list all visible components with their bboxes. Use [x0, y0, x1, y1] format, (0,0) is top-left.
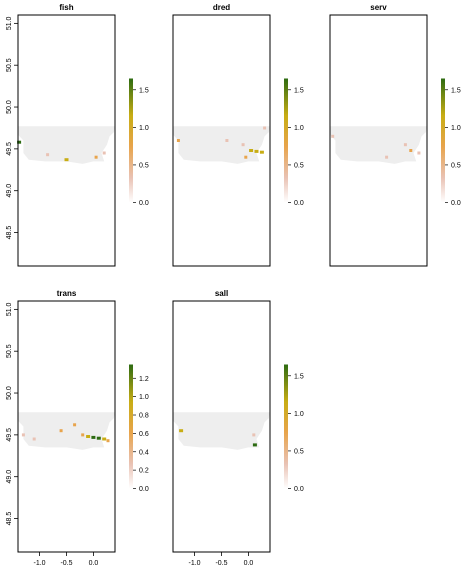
legend-tick-label: 1.5 [139, 87, 149, 94]
legend-tick-label: 0.0 [451, 200, 461, 207]
raster-hotspot [81, 433, 85, 437]
raster-hotspot [73, 423, 77, 427]
x-tick-label: -0.5 [215, 560, 227, 567]
raster-hotspot [102, 151, 106, 155]
raster-hotspot [96, 436, 101, 440]
legend-colorbar [129, 78, 133, 203]
legend-tick-label: 0.5 [294, 162, 304, 169]
raster-hotspot [409, 149, 413, 152]
panel-trans: trans 48.5 49.0 49.5 50.0 50.5 51.0 -1.0 -0.5 0.0… [6, 289, 149, 567]
y-tick-label: 48.5 [6, 226, 13, 240]
panel-title: fish [59, 3, 73, 12]
y-tick-label: 49.5 [6, 142, 13, 156]
legend-tick-label: 0.4 [139, 449, 149, 456]
legend-tick-label: 1.5 [294, 87, 304, 94]
legend-tick-label: 0.8 [139, 413, 149, 420]
legend-tick-label: 0.5 [451, 162, 461, 169]
raster-hotspot [86, 435, 91, 438]
legend-colorbar [129, 364, 133, 489]
y-tick-label: 50.0 [6, 100, 13, 114]
y-tick-label: 50.0 [6, 386, 13, 400]
y-tick-label: 50.5 [6, 344, 13, 358]
raster-region [173, 412, 270, 450]
raster-hotspot [59, 429, 63, 433]
legend-tick-label: 0.2 [139, 468, 149, 475]
raster-hotspot [21, 433, 25, 437]
legend-tick-label: 0.0 [294, 486, 304, 493]
y-tick-label: 50.5 [6, 58, 13, 72]
raster-region [18, 412, 115, 450]
raster-hotspot [244, 155, 248, 159]
y-tick-label: 51.0 [6, 302, 13, 316]
raster-hotspot [176, 139, 180, 142]
x-tick-label: -0.5 [60, 560, 72, 567]
legend-tick-label: 0.0 [294, 200, 304, 207]
x-tick-label: 0.0 [89, 560, 99, 567]
y-tick-label: 51.0 [6, 16, 13, 30]
raster-hotspot [64, 158, 69, 162]
panel-frame [329, 14, 428, 267]
raster-hotspot [106, 439, 110, 443]
x-tick-label: -1.0 [189, 560, 201, 567]
panel-title: serv [370, 3, 387, 12]
raster-hotspot [102, 437, 107, 441]
y-tick-label: 49.0 [6, 184, 13, 198]
legend-tick-label: 0.0 [139, 486, 149, 493]
raster-hotspot [249, 149, 254, 152]
panel-title: trans [57, 289, 77, 298]
raster-hotspot [263, 126, 267, 130]
legend-tick-label: 0.6 [139, 431, 149, 438]
x-tick-label: -1.0 [34, 560, 46, 567]
legend-tick-label: 1.5 [451, 87, 461, 94]
y-tick-label: 49.5 [6, 428, 13, 442]
legend-tick-label: 0.0 [139, 200, 149, 207]
legend-colorbar [441, 78, 445, 203]
raster-region [18, 126, 115, 164]
raster-hotspot [254, 149, 259, 153]
raster-hotspot [179, 429, 184, 433]
y-tick-label: 48.5 [6, 512, 13, 526]
panel-title: dred [213, 3, 230, 12]
raster-hotspot [385, 155, 389, 159]
raster-hotspot [331, 134, 335, 138]
raster-hotspot [252, 433, 256, 437]
legend-tick-label: 1.0 [139, 125, 149, 132]
legend-tick-label: 1.0 [294, 411, 304, 418]
raster-hotspot [46, 153, 50, 157]
x-tick-label: 0.0 [244, 560, 254, 567]
legend-tick-label: 1.0 [451, 125, 461, 132]
panel-dred: dred 0.0 0.5 1.0 1.5 [172, 3, 304, 267]
panel-sall: sall -1.0 -0.5 0.0 0.0 0.5 1.0 1.5 [172, 289, 304, 567]
raster-hotspot [259, 150, 264, 154]
legend-tick-label: 0.5 [139, 162, 149, 169]
y-tick-label: 49.0 [6, 470, 13, 484]
raster-hotspot [252, 443, 257, 447]
legend-tick-label: 1.2 [139, 376, 149, 383]
panel-serv: serv 0.0 0.5 1.0 1.5 [329, 3, 461, 267]
panel-frame [172, 14, 271, 267]
legend-tick-label: 0.5 [294, 448, 304, 455]
legend-tick-label: 1.0 [139, 394, 149, 401]
legend-colorbar [284, 364, 288, 489]
legend-tick-label: 1.0 [294, 125, 304, 132]
raster-hotspot [225, 139, 229, 142]
raster-hotspot [17, 140, 22, 144]
raster-hotspot [417, 151, 421, 155]
raster-hotspot [241, 143, 245, 147]
panel-title: sall [215, 289, 228, 298]
raster-region [173, 126, 270, 164]
raster-hotspot [94, 155, 98, 159]
legend-colorbar [284, 78, 288, 203]
raster-region [330, 126, 427, 164]
raster-hotspot [91, 435, 96, 439]
raster-hotspot [403, 143, 407, 147]
raster-hotspot [32, 437, 36, 441]
legend-tick-label: 1.5 [294, 373, 304, 380]
panel-fish: fish 48.5 49.0 49.5 50.0 50.5 51.0 0.0 0.5 1.0 1.5 [6, 3, 149, 267]
panel-frame [17, 14, 116, 267]
